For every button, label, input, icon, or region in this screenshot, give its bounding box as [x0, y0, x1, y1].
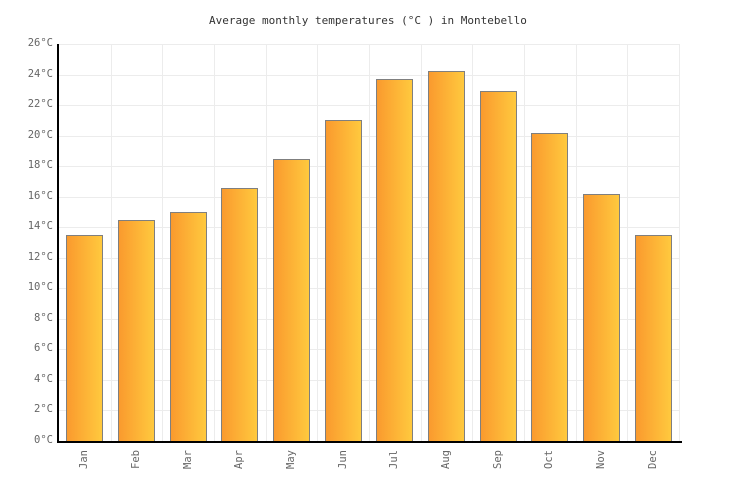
gridline-vertical: [369, 44, 370, 441]
x-axis-label: May: [285, 450, 297, 469]
y-axis-label: 6°C: [34, 342, 53, 355]
gridline-vertical: [214, 44, 215, 441]
x-axis-label: Apr: [233, 450, 246, 469]
gridline-vertical: [575, 44, 577, 441]
y-axis-label: 14°C: [27, 220, 53, 233]
y-axis-label: 16°C: [27, 189, 53, 202]
bar-jul: [376, 79, 414, 441]
bar-may: [273, 158, 310, 441]
y-axis-line: [57, 44, 59, 443]
y-axis-label: 12°C: [27, 250, 53, 263]
x-axis-label: Mar: [181, 450, 194, 469]
bar-feb: [118, 219, 155, 441]
y-axis-label: 22°C: [27, 98, 53, 111]
x-axis-label: Jun: [336, 450, 349, 469]
y-axis-label: 20°C: [27, 128, 53, 141]
gridline-vertical: [524, 44, 525, 441]
y-axis-label: 10°C: [27, 281, 53, 294]
y-axis-label: 8°C: [34, 311, 53, 324]
y-axis-label: 18°C: [27, 159, 53, 172]
y-axis-label: 0°C: [34, 434, 53, 446]
y-axis-label: 26°C: [27, 37, 53, 49]
x-axis-label: Jul: [388, 450, 401, 469]
gridline-vertical: [317, 44, 319, 441]
gridline-vertical: [627, 44, 629, 441]
y-axis-label: 2°C: [34, 403, 53, 416]
x-axis-label: Sep: [491, 450, 504, 469]
gridline-vertical: [110, 44, 112, 441]
bar-sep: [479, 91, 517, 441]
bar-aug: [428, 71, 465, 441]
chart-title: Average monthly temperatures (°C ) in Mo…: [209, 14, 527, 27]
bar-jan: [66, 234, 104, 441]
bar-dec: [634, 234, 672, 441]
x-axis-label: Feb: [130, 450, 142, 469]
bar-jun: [324, 120, 362, 441]
y-axis-label: 24°C: [27, 67, 53, 80]
gridline-vertical: [162, 44, 164, 441]
x-axis-label: Nov: [595, 450, 607, 469]
bar-mar: [169, 211, 207, 441]
x-axis-label: Oct: [543, 450, 556, 469]
x-axis-line: [57, 441, 682, 443]
bar-oct: [531, 132, 569, 441]
gridline-vertical: [420, 44, 422, 441]
bar-nov: [583, 193, 620, 441]
x-axis-label: Dec: [646, 450, 659, 469]
x-axis-label: Aug: [440, 450, 452, 469]
gridline-vertical: [679, 44, 680, 441]
y-axis-label: 4°C: [34, 372, 53, 385]
bar-apr: [221, 187, 259, 441]
x-axis-label: Jan: [78, 450, 91, 469]
gridline-vertical: [265, 44, 267, 441]
gridline-vertical: [472, 44, 474, 441]
